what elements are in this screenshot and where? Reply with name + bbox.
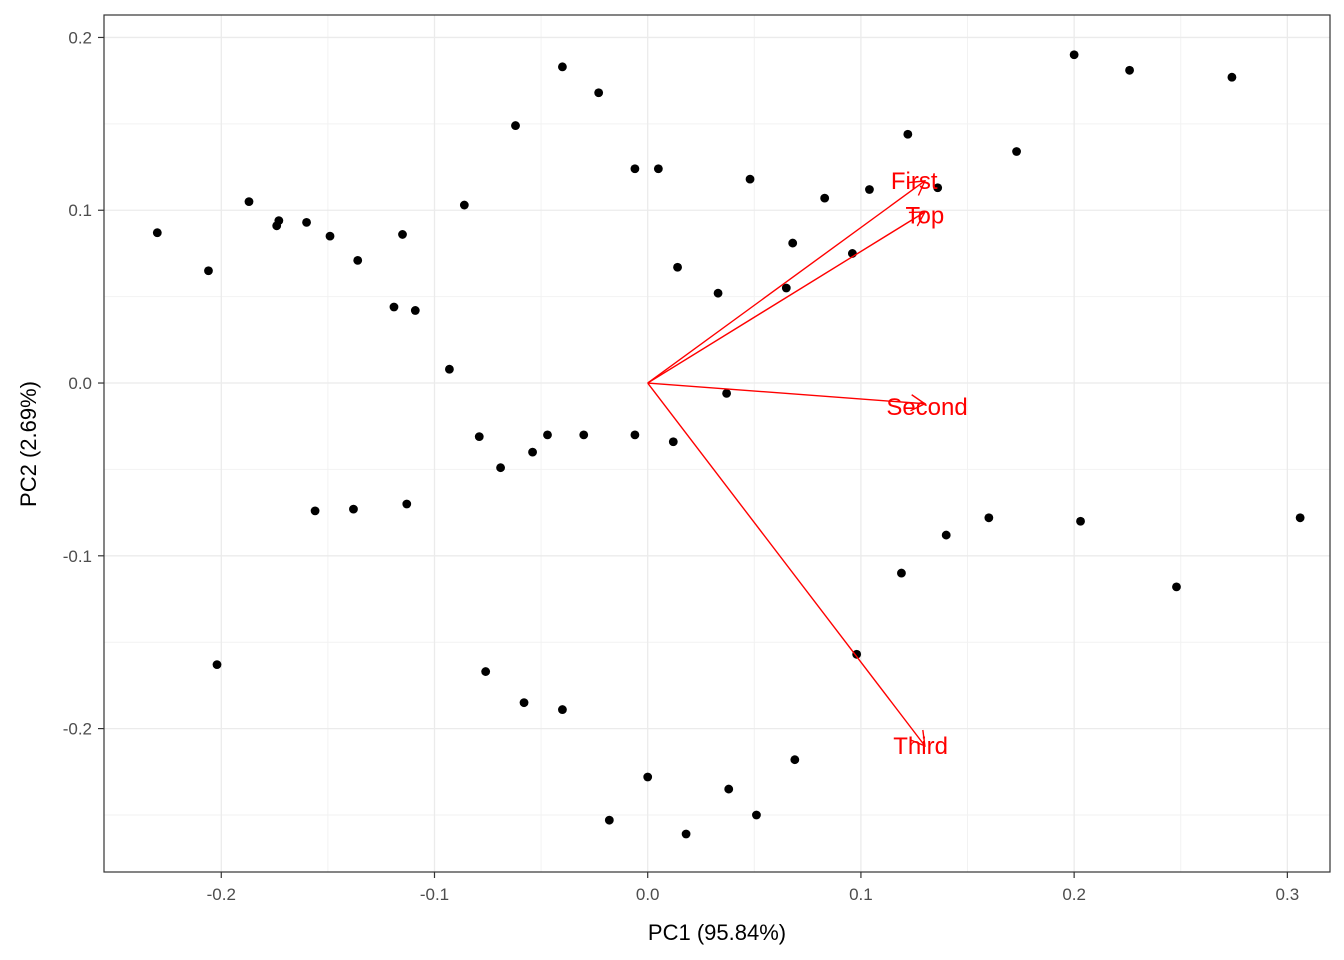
data-point: [722, 388, 731, 398]
loading-arrow-head: [908, 211, 927, 227]
data-point: [302, 217, 311, 227]
data-point: [1227, 72, 1237, 82]
data-point: [790, 755, 800, 765]
data-point: [984, 513, 994, 523]
loading-top: Top: [647, 202, 945, 384]
data-point: [325, 231, 335, 241]
loading-arrow-head: [908, 180, 927, 196]
data-point: [630, 164, 640, 174]
y-tick-label: 0.1: [68, 201, 92, 220]
x-axis-title: PC1 (95.84%): [648, 920, 786, 945]
y-tick-label: 0.0: [68, 374, 92, 393]
data-point: [474, 432, 484, 441]
data-point: [668, 437, 678, 447]
data-point: [673, 262, 682, 272]
x-tick-label: -0.1: [420, 885, 449, 904]
data-point: [152, 228, 162, 238]
grid-minor: [104, 15, 1330, 872]
data-point: [1172, 582, 1181, 592]
data-point: [752, 810, 761, 820]
loading-second: Second: [647, 382, 968, 421]
data-point: [579, 430, 589, 440]
data-points: [152, 50, 1305, 839]
data-point: [558, 62, 567, 72]
x-tick-label: 0.3: [1276, 885, 1300, 904]
data-point: [496, 463, 505, 473]
data-point: [528, 447, 537, 457]
data-point: [1295, 513, 1305, 523]
loading-label: First: [891, 168, 938, 195]
x-tick-label: -0.2: [207, 885, 236, 904]
loading-arrow-head: [910, 394, 927, 412]
data-point: [745, 174, 755, 184]
data-point: [1125, 65, 1134, 75]
data-point: [713, 288, 723, 298]
data-point: [204, 266, 213, 276]
data-point: [519, 698, 529, 708]
data-point: [459, 200, 469, 210]
data-point: [353, 255, 363, 265]
data-point: [1076, 516, 1085, 526]
data-point: [865, 185, 874, 194]
data-point: [212, 660, 222, 670]
data-point: [274, 216, 284, 226]
y-axis: -0.2 -0.1 0.0 0.1 0.2: [63, 28, 104, 739]
data-point: [389, 302, 399, 312]
loading-label: Third: [893, 733, 948, 760]
loading-arrow-head: [909, 729, 926, 747]
data-point: [781, 283, 791, 293]
data-point: [481, 667, 491, 676]
loading-arrow-line: [647, 382, 925, 405]
data-point: [941, 530, 951, 540]
data-point: [897, 568, 906, 578]
y-axis-title: PC2 (2.69%): [16, 381, 41, 507]
x-tick-label: 0.2: [1062, 885, 1086, 904]
loading-first: First: [647, 168, 938, 384]
data-point: [310, 506, 320, 516]
x-tick-label: 0.0: [636, 885, 660, 904]
data-point: [402, 499, 412, 509]
loading-third: Third: [647, 382, 948, 760]
y-tick-label: -0.2: [63, 720, 92, 739]
loading-label: Second: [886, 394, 967, 421]
data-point: [594, 88, 604, 98]
data-point: [543, 430, 552, 440]
data-point: [788, 238, 798, 248]
y-tick-label: -0.1: [63, 547, 92, 566]
data-point: [1069, 50, 1079, 60]
loading-label: Top: [906, 202, 945, 229]
data-point: [820, 193, 830, 203]
loading-arrow-line: [647, 382, 926, 747]
data-point: [933, 183, 943, 193]
grid-major: [104, 15, 1330, 872]
loading-arrow-line: [647, 211, 926, 384]
loading-vectors: First Top Second Third: [647, 168, 968, 760]
data-point: [653, 164, 663, 174]
data-point: [398, 230, 407, 239]
data-point: [511, 121, 520, 130]
data-point: [244, 197, 254, 207]
data-point: [681, 829, 691, 839]
data-point: [724, 784, 734, 794]
data-point: [630, 430, 640, 440]
data-point: [410, 306, 420, 315]
loading-arrow-line: [647, 180, 926, 384]
data-point: [558, 705, 567, 714]
panel-border: [103, 14, 1331, 873]
x-axis: -0.2 -0.1 0.0 0.1 0.2 0.3: [207, 872, 1300, 904]
data-point: [604, 815, 614, 825]
data-point: [445, 364, 454, 374]
data-point: [643, 772, 653, 782]
data-point: [349, 504, 358, 514]
data-point: [852, 649, 862, 659]
y-tick-label: 0.2: [68, 28, 92, 47]
data-point: [1012, 147, 1021, 156]
data-point: [903, 129, 913, 139]
x-tick-label: 0.1: [849, 885, 873, 904]
